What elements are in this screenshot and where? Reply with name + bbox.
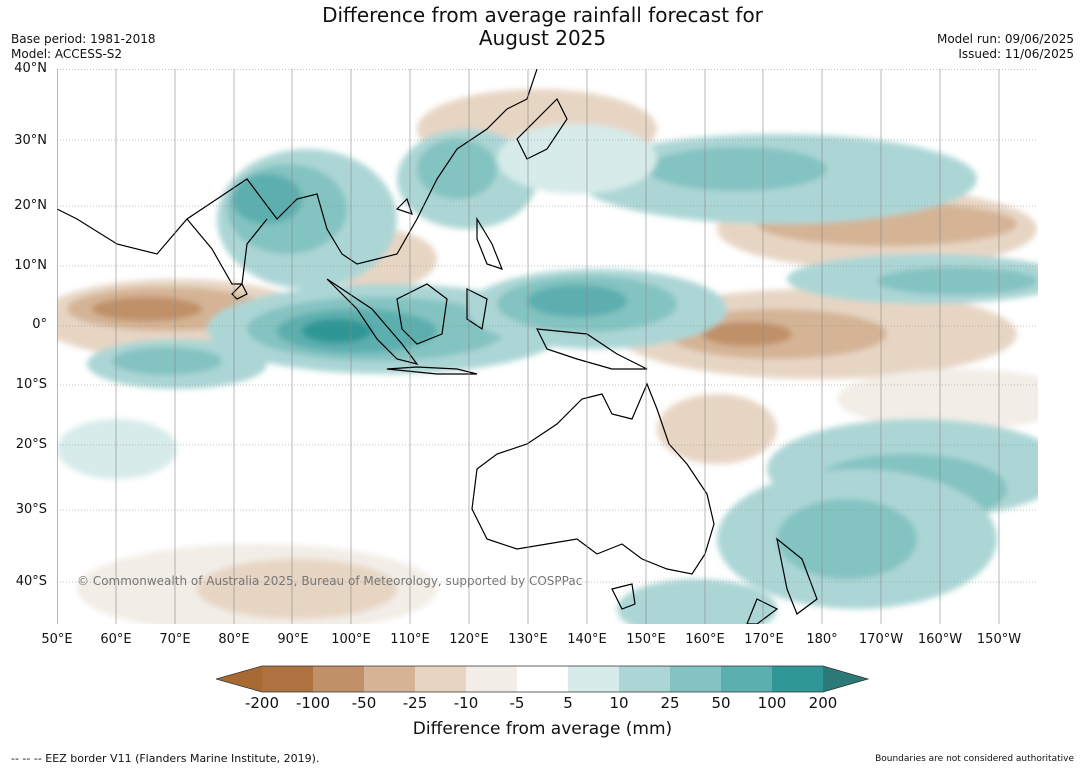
copyright-notice: © Commonwealth of Australia 2025, Bureau… (77, 574, 583, 588)
philippines-outline (476, 216, 504, 270)
taiwan-outline (395, 197, 413, 215)
colorbar-segment-100-200 (772, 666, 823, 692)
lat-label-20s: 20°S (15, 437, 47, 452)
lon-label-140e: 140°E (567, 632, 607, 647)
colorbar-segment--25--10 (415, 666, 466, 692)
lon-label-130e: 130°E (508, 632, 548, 647)
lat-label-10s: 10°S (15, 377, 47, 392)
lat-label-30s: 30°S (15, 502, 47, 517)
lat-label-40n: 40°N (14, 61, 47, 76)
colorbar-segment-lt-200 (216, 666, 262, 692)
java-outline (386, 366, 478, 375)
lon-label-170e: 170°E (744, 632, 784, 647)
lat-label-20n: 20°N (14, 198, 47, 213)
base-period: Base period: 1981-2018 (11, 32, 156, 46)
lon-label-70e: 70°E (159, 632, 191, 647)
lat-label-0: 0° (32, 317, 47, 332)
lon-label-60e: 60°E (100, 632, 132, 647)
colorbar-tick: -50 (351, 694, 377, 712)
colorbar-segment-5-10 (568, 666, 619, 692)
coastlines (57, 69, 818, 624)
boundary-disclaimer: Boundaries are not considered authoritat… (875, 754, 1074, 764)
colorbar-label: Difference from average (mm) (412, 719, 673, 739)
lat-label-40s: 40°S (15, 574, 47, 589)
colorbar-tick: -200 (244, 694, 280, 712)
meta-right: Model run: 09/06/2025 Issued: 11/06/2025 (937, 32, 1074, 62)
colorbar-tick: -25 (402, 694, 428, 712)
colorbar-segment--50--25 (364, 666, 415, 692)
colorbar-segment--200--100 (262, 666, 313, 692)
colorbar-tick: 50 (711, 694, 731, 712)
title-line-2: August 2025 (478, 26, 607, 50)
colorbar-segment--5-5 (517, 666, 568, 692)
lon-label-90e: 90°E (277, 632, 309, 647)
eez-legend: -- -- -- EEZ border V11 (Flanders Marine… (11, 752, 320, 765)
lon-label-150w: 150°W (976, 632, 1022, 647)
tasmania-outline (611, 583, 636, 610)
japan-outline (516, 97, 568, 160)
borneo-outline (396, 283, 448, 345)
colorbar-segment-gt-200 (823, 666, 868, 692)
sulawesi-outline (466, 288, 488, 331)
colorbar-segment-10-25 (619, 666, 670, 692)
lon-label-170w: 170°W (858, 632, 904, 647)
sri-lanka-outline (231, 282, 248, 300)
australia-outline (471, 382, 715, 575)
colorbar-tick: 25 (660, 694, 680, 712)
meta-left: Base period: 1981-2018 Model: ACCESS-S2 (11, 32, 156, 62)
india-outline (186, 218, 268, 285)
colorbar-tick: -5 (509, 694, 525, 712)
issued-date: Issued: 11/06/2025 (958, 47, 1074, 61)
map-svg (57, 69, 1038, 624)
rainfall-anomaly-field (57, 89, 1038, 624)
model-name: Model: ACCESS-S2 (11, 47, 123, 61)
rainfall-map (57, 69, 1038, 624)
title-line-1: Difference from average rainfall forecas… (322, 3, 763, 27)
sumatra-outline (326, 278, 419, 365)
lon-label-50e: 50°E (41, 632, 73, 647)
asia-coastline (57, 69, 538, 265)
colorbar-tick: -100 (295, 694, 331, 712)
colorbar-segment-25-50 (670, 666, 721, 692)
lon-label-160e: 160°E (685, 632, 725, 647)
colorbar-tick: 100 (757, 694, 787, 712)
lon-label-150e: 150°E (626, 632, 666, 647)
colorbar-tick: 5 (563, 694, 573, 712)
new-zealand-outline (746, 537, 818, 624)
new-guinea-outline (535, 328, 648, 370)
lat-label-30n: 30°N (14, 133, 47, 148)
colorbar-tick: -10 (453, 694, 479, 712)
colorbar-tick: 200 (808, 694, 838, 712)
colorbar-outline (216, 665, 870, 693)
colorbar-segment-50-100 (721, 666, 772, 692)
lon-label-110e: 110°E (390, 632, 430, 647)
lat-label-10n: 10°N (14, 258, 47, 273)
colorbar-segment--10--5 (466, 666, 517, 692)
colorbar-segment--100--50 (313, 666, 364, 692)
model-run: Model run: 09/06/2025 (936, 32, 1074, 46)
map-title: Difference from average rainfall forecas… (0, 4, 1085, 50)
lon-label-80e: 80°E (218, 632, 250, 647)
colorbar-tick: 10 (609, 694, 629, 712)
lon-label-160w: 160°W (917, 632, 963, 647)
graticule (57, 69, 1038, 624)
colorbar (216, 665, 870, 693)
lon-label-180: 180° (806, 632, 838, 647)
lon-label-120e: 120°E (449, 632, 489, 647)
lon-label-100e: 100°E (331, 632, 371, 647)
